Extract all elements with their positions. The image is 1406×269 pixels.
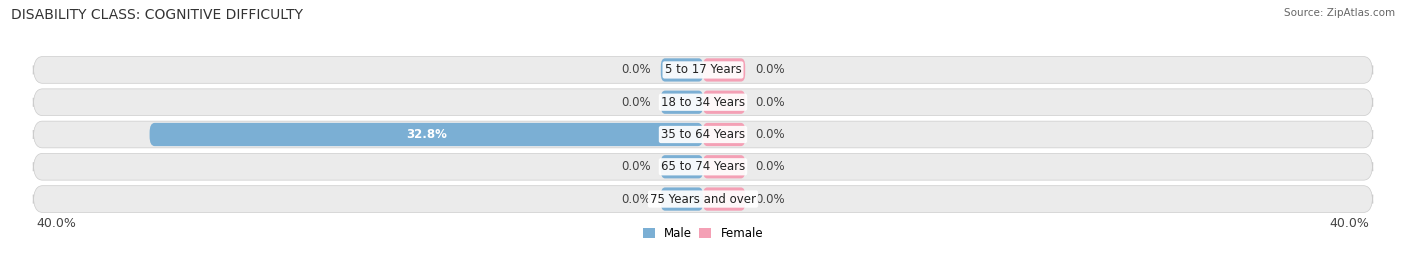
Legend: Male, Female: Male, Female [638,222,768,245]
FancyBboxPatch shape [149,123,703,146]
Text: 5 to 17 Years: 5 to 17 Years [665,63,741,76]
Text: 0.0%: 0.0% [621,193,651,206]
Text: 65 to 74 Years: 65 to 74 Years [661,160,745,173]
FancyBboxPatch shape [661,155,703,178]
FancyBboxPatch shape [661,91,703,114]
Text: 0.0%: 0.0% [755,63,785,76]
Text: 18 to 34 Years: 18 to 34 Years [661,96,745,109]
Text: 75 Years and over: 75 Years and over [650,193,756,206]
FancyBboxPatch shape [34,56,1372,83]
FancyBboxPatch shape [703,58,745,82]
Text: 35 to 64 Years: 35 to 64 Years [661,128,745,141]
FancyBboxPatch shape [703,187,745,211]
Text: 40.0%: 40.0% [1330,217,1369,230]
Text: 0.0%: 0.0% [755,128,785,141]
FancyBboxPatch shape [661,187,703,211]
FancyBboxPatch shape [703,155,745,178]
Text: 32.8%: 32.8% [406,128,447,141]
Text: 0.0%: 0.0% [621,96,651,109]
FancyBboxPatch shape [34,89,1372,116]
FancyBboxPatch shape [703,123,745,146]
Text: 0.0%: 0.0% [755,193,785,206]
FancyBboxPatch shape [703,91,745,114]
Text: Source: ZipAtlas.com: Source: ZipAtlas.com [1284,8,1395,18]
FancyBboxPatch shape [34,153,1372,180]
Text: 0.0%: 0.0% [621,63,651,76]
FancyBboxPatch shape [661,58,703,82]
Text: 0.0%: 0.0% [755,96,785,109]
Text: 40.0%: 40.0% [37,217,76,230]
FancyBboxPatch shape [34,121,1372,148]
FancyBboxPatch shape [34,186,1372,213]
Text: 0.0%: 0.0% [755,160,785,173]
Text: 0.0%: 0.0% [621,160,651,173]
Text: DISABILITY CLASS: COGNITIVE DIFFICULTY: DISABILITY CLASS: COGNITIVE DIFFICULTY [11,8,304,22]
